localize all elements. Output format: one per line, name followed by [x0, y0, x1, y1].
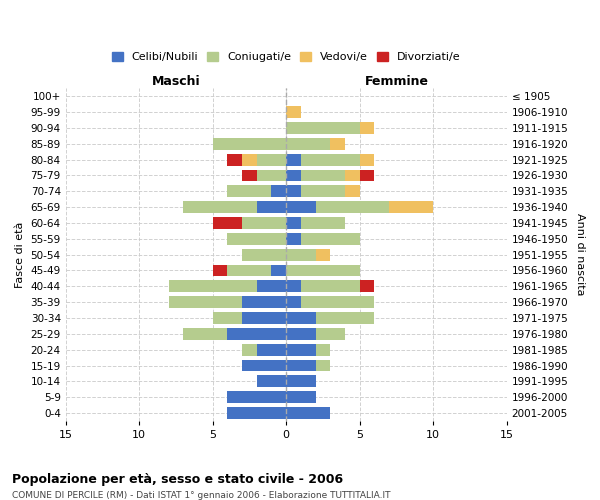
Text: COMUNE DI PERCILE (RM) - Dati ISTAT 1° gennaio 2006 - Elaborazione TUTTITALIA.IT: COMUNE DI PERCILE (RM) - Dati ISTAT 1° g…: [12, 491, 391, 500]
Bar: [301, 233, 360, 245]
Bar: [286, 280, 301, 292]
Bar: [286, 344, 316, 356]
Bar: [257, 170, 286, 181]
Bar: [286, 138, 331, 149]
Bar: [286, 217, 301, 229]
Bar: [227, 154, 242, 166]
Bar: [242, 360, 286, 372]
Bar: [227, 407, 286, 419]
Bar: [286, 186, 301, 197]
Bar: [286, 201, 316, 213]
Bar: [286, 122, 360, 134]
Bar: [257, 201, 286, 213]
Bar: [257, 280, 286, 292]
Bar: [242, 248, 286, 260]
Bar: [212, 138, 286, 149]
Bar: [301, 296, 374, 308]
Bar: [286, 170, 301, 181]
Bar: [212, 264, 227, 276]
Bar: [316, 312, 374, 324]
Bar: [331, 138, 345, 149]
Bar: [301, 170, 345, 181]
Bar: [360, 280, 374, 292]
Text: Femmine: Femmine: [364, 76, 428, 88]
Bar: [286, 360, 316, 372]
Bar: [227, 264, 271, 276]
Bar: [360, 170, 374, 181]
Bar: [183, 328, 227, 340]
Bar: [169, 280, 257, 292]
Bar: [242, 344, 257, 356]
Bar: [286, 233, 301, 245]
Bar: [242, 296, 286, 308]
Bar: [316, 201, 389, 213]
Bar: [227, 233, 286, 245]
Bar: [360, 154, 374, 166]
Bar: [345, 186, 360, 197]
Bar: [212, 217, 242, 229]
Bar: [389, 201, 433, 213]
Bar: [316, 328, 345, 340]
Bar: [286, 328, 316, 340]
Bar: [286, 264, 360, 276]
Bar: [242, 154, 257, 166]
Bar: [257, 376, 286, 388]
Text: Maschi: Maschi: [152, 76, 200, 88]
Legend: Celibi/Nubili, Coniugati/e, Vedovi/e, Divorziati/e: Celibi/Nubili, Coniugati/e, Vedovi/e, Di…: [107, 48, 465, 66]
Bar: [257, 344, 286, 356]
Bar: [286, 248, 316, 260]
Bar: [345, 170, 360, 181]
Bar: [242, 217, 286, 229]
Bar: [169, 296, 242, 308]
Bar: [271, 186, 286, 197]
Bar: [242, 312, 286, 324]
Bar: [271, 264, 286, 276]
Text: Popolazione per età, sesso e stato civile - 2006: Popolazione per età, sesso e stato civil…: [12, 472, 343, 486]
Bar: [301, 280, 360, 292]
Bar: [286, 392, 316, 403]
Bar: [301, 154, 360, 166]
Y-axis label: Fasce di età: Fasce di età: [15, 222, 25, 288]
Bar: [316, 248, 331, 260]
Bar: [286, 296, 301, 308]
Bar: [257, 154, 286, 166]
Bar: [286, 154, 301, 166]
Bar: [316, 344, 331, 356]
Bar: [227, 186, 271, 197]
Bar: [286, 376, 316, 388]
Bar: [183, 201, 257, 213]
Bar: [242, 170, 257, 181]
Bar: [286, 407, 331, 419]
Bar: [360, 122, 374, 134]
Bar: [212, 312, 242, 324]
Bar: [227, 392, 286, 403]
Bar: [286, 106, 301, 118]
Y-axis label: Anni di nascita: Anni di nascita: [575, 214, 585, 296]
Bar: [316, 360, 331, 372]
Bar: [301, 186, 345, 197]
Bar: [286, 312, 316, 324]
Bar: [227, 328, 286, 340]
Bar: [301, 217, 345, 229]
